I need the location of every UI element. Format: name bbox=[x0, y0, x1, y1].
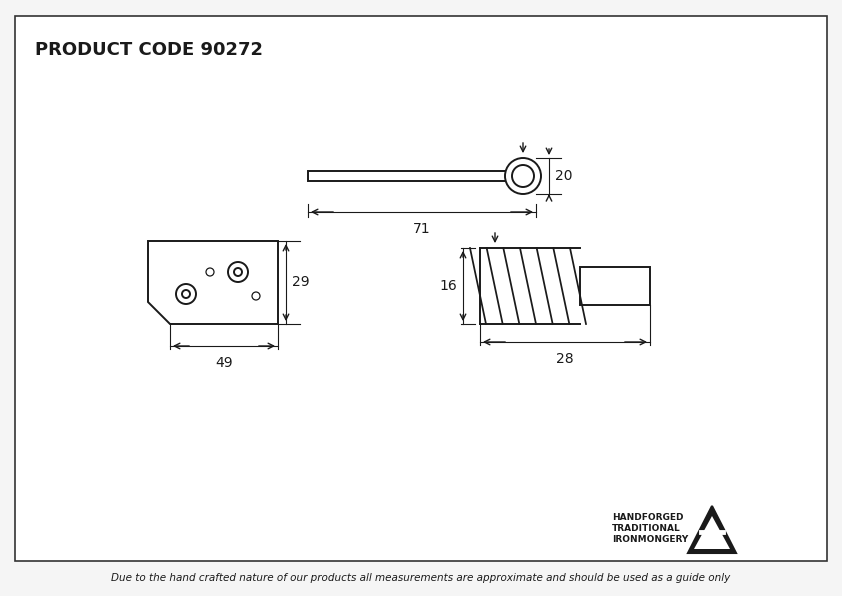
Polygon shape bbox=[688, 506, 736, 553]
Bar bbox=[580, 267, 650, 305]
Circle shape bbox=[512, 165, 534, 187]
Text: 20: 20 bbox=[555, 169, 573, 183]
Polygon shape bbox=[694, 516, 730, 549]
Text: TRADITIONAL: TRADITIONAL bbox=[612, 524, 680, 533]
Text: 16: 16 bbox=[440, 279, 457, 293]
Text: Due to the hand crafted nature of our products all measurements are approximate : Due to the hand crafted nature of our pr… bbox=[111, 573, 731, 583]
Circle shape bbox=[252, 292, 260, 300]
Polygon shape bbox=[148, 241, 278, 324]
Circle shape bbox=[228, 262, 248, 282]
Text: 28: 28 bbox=[557, 352, 573, 366]
Circle shape bbox=[505, 158, 541, 194]
Circle shape bbox=[206, 268, 214, 276]
Text: IRONMONGERY: IRONMONGERY bbox=[612, 535, 688, 544]
Text: 71: 71 bbox=[413, 222, 431, 236]
Circle shape bbox=[176, 284, 196, 304]
Text: 49: 49 bbox=[216, 356, 232, 370]
Circle shape bbox=[182, 290, 190, 298]
Text: PRODUCT CODE 90272: PRODUCT CODE 90272 bbox=[35, 41, 263, 59]
Text: HANDFORGED: HANDFORGED bbox=[612, 513, 684, 522]
Circle shape bbox=[234, 268, 242, 276]
Bar bbox=[308, 171, 507, 181]
Text: 29: 29 bbox=[292, 275, 310, 290]
